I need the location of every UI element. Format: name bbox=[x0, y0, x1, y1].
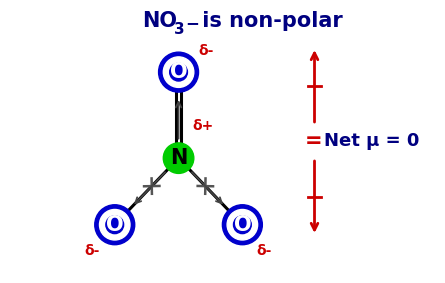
Text: N: N bbox=[170, 148, 187, 168]
Text: δ-: δ- bbox=[256, 244, 271, 258]
Circle shape bbox=[158, 52, 198, 92]
Circle shape bbox=[163, 143, 194, 173]
Circle shape bbox=[95, 205, 135, 245]
Text: O: O bbox=[170, 62, 187, 82]
Text: δ+: δ+ bbox=[192, 119, 214, 133]
Text: Net μ = 0: Net μ = 0 bbox=[324, 132, 420, 151]
Circle shape bbox=[170, 63, 187, 81]
Text: −: − bbox=[186, 14, 199, 32]
Text: =: = bbox=[304, 132, 322, 151]
Text: NO: NO bbox=[142, 11, 178, 31]
Text: 3: 3 bbox=[174, 22, 185, 37]
Circle shape bbox=[100, 209, 130, 240]
Circle shape bbox=[234, 216, 251, 233]
Text: δ-: δ- bbox=[84, 244, 100, 258]
Circle shape bbox=[106, 216, 124, 233]
Text: is non-polar: is non-polar bbox=[195, 11, 343, 31]
Text: δ-: δ- bbox=[198, 44, 213, 58]
Circle shape bbox=[222, 205, 263, 245]
Circle shape bbox=[163, 57, 194, 87]
Text: O: O bbox=[234, 215, 251, 235]
Circle shape bbox=[227, 209, 258, 240]
Text: O: O bbox=[106, 215, 124, 235]
